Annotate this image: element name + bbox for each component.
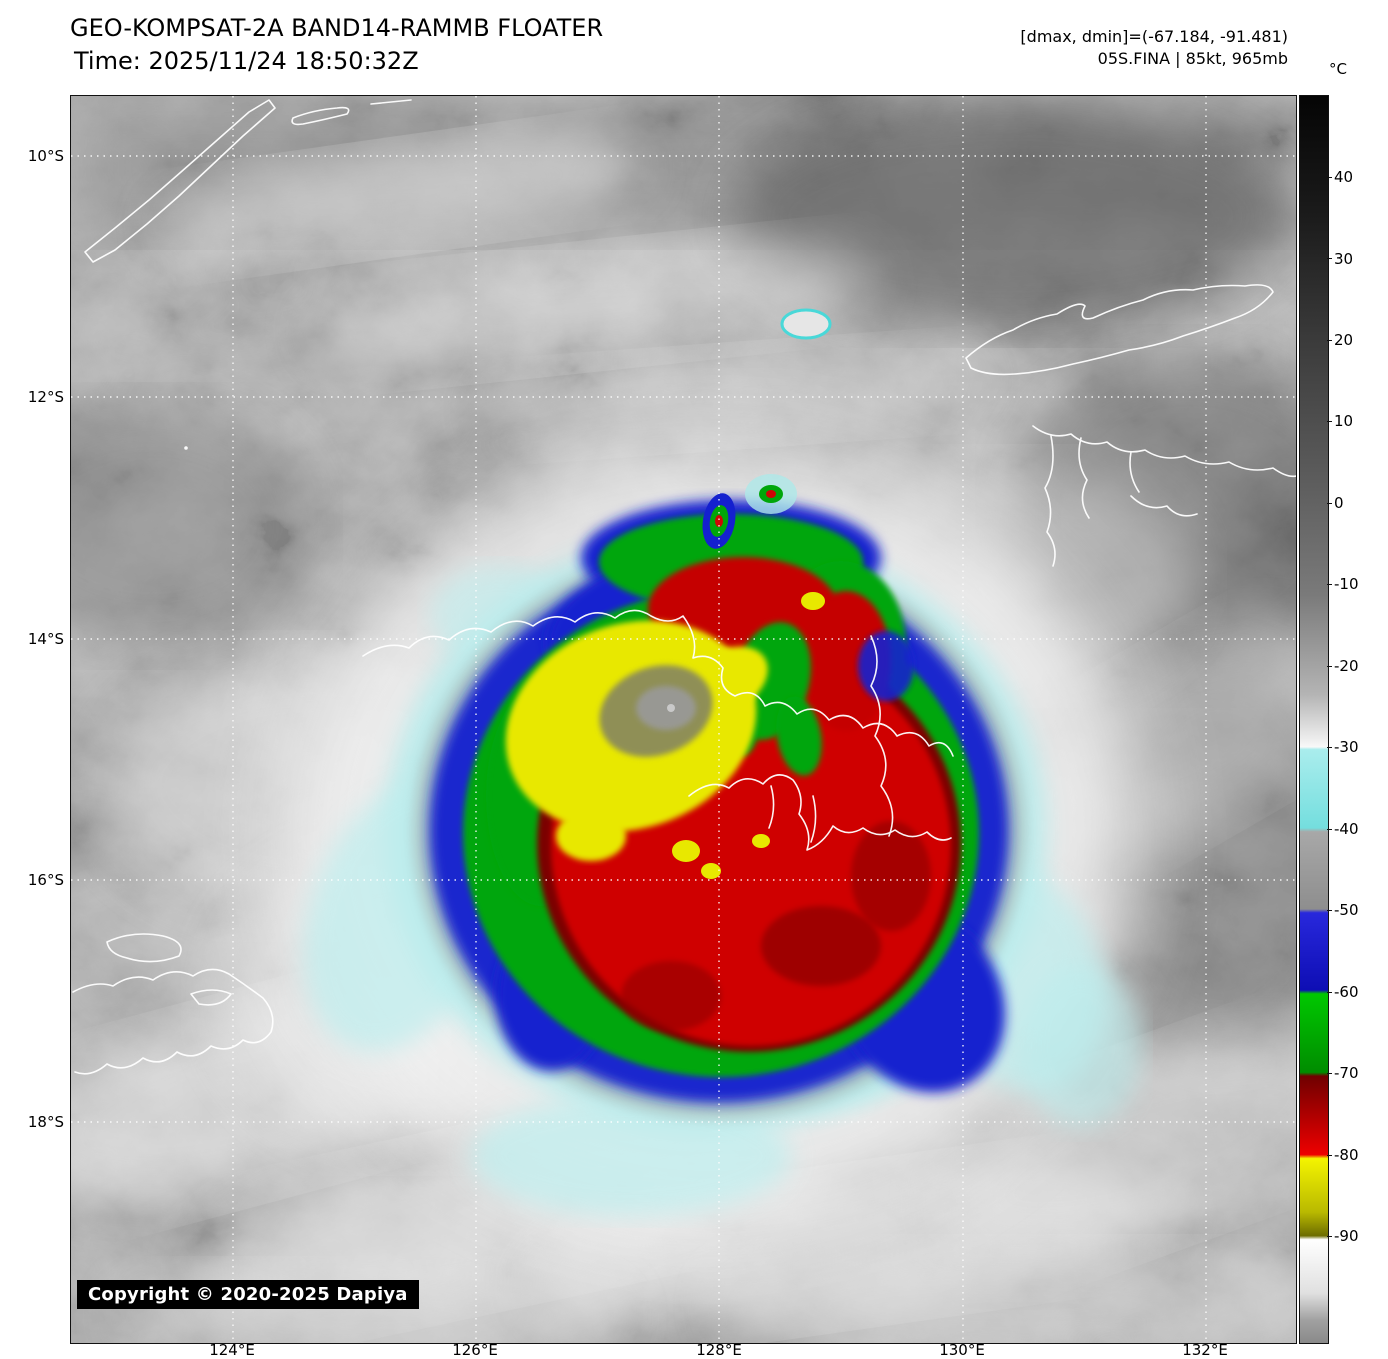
satellite-scene [71, 96, 1296, 1343]
product-title: GEO-KOMPSAT-2A BAND14-RAMMB FLOATER [70, 14, 604, 42]
coast-nt-mainland [1032, 425, 1296, 478]
colorbar-tick [1327, 340, 1332, 341]
coast-dot [184, 446, 188, 450]
colorbar-tick-label: 20 [1334, 331, 1354, 349]
coast-southwest-islands [106, 933, 232, 1006]
satellite-map: Copyright © 2020-2025 Dapiya [70, 95, 1297, 1344]
lon-label: 130°E [939, 1341, 985, 1359]
coast-kimberley-gulfs [688, 774, 952, 851]
lat-label: 10°S [27, 147, 64, 165]
coast-tiwi-islands [965, 284, 1274, 376]
colorbar-tick-label: -60 [1334, 983, 1359, 1001]
colorbar-tick-label: -30 [1334, 738, 1359, 756]
temperature-colorbar [1299, 95, 1329, 1344]
coast-kimberley-north [362, 609, 954, 757]
colorbar-tick [1327, 747, 1332, 748]
coast-cambridge-gulf [870, 635, 894, 837]
colorbar-tick-label: -40 [1334, 820, 1359, 838]
colorbar-tick [1327, 992, 1332, 993]
colorbar-tick [1327, 1155, 1332, 1156]
coast-timor [84, 99, 276, 263]
storm-info: 05S.FINA | 85kt, 965mb [1097, 49, 1288, 68]
lon-label: 128°E [696, 1341, 742, 1359]
colorbar-tick [1327, 421, 1332, 422]
colorbar-tick-label: 0 [1334, 494, 1344, 512]
colorbar-tick-label: -10 [1334, 575, 1359, 593]
lat-label: 12°S [27, 388, 64, 406]
colorbar-tick-label: 10 [1334, 412, 1354, 430]
coastlines [72, 99, 1296, 1075]
lon-label: 132°E [1182, 1341, 1228, 1359]
coast-nt-inlets [1044, 435, 1198, 567]
colorbar-tick [1327, 910, 1332, 911]
colorbar-tick-label: -70 [1334, 1064, 1359, 1082]
timestamp: Time: 2025/11/24 18:50:32Z [74, 47, 419, 75]
colorbar-tick [1327, 666, 1332, 667]
coast-southwest [72, 968, 274, 1075]
colorbar-unit-label: °C [1329, 60, 1347, 78]
colorbar-tick-label: 40 [1334, 168, 1354, 186]
colorbar-tick [1327, 1073, 1332, 1074]
colorbar-tick-label: -20 [1334, 657, 1359, 675]
colorbar-tick [1327, 1236, 1332, 1237]
lon-label: 124°E [209, 1341, 255, 1359]
lat-label: 18°S [27, 1113, 64, 1131]
readout-block: [dmax, dmin]=(-67.184, -91.481) 05S.FINA… [1020, 26, 1288, 70]
colorbar-tick [1327, 584, 1332, 585]
colorbar-tick-label: 30 [1334, 250, 1354, 268]
colorbar-tick [1327, 177, 1332, 178]
colorbar-tick [1327, 258, 1332, 259]
coast-islands-north [291, 99, 412, 126]
dmax-dmin-readout: [dmax, dmin]=(-67.184, -91.481) [1020, 27, 1288, 46]
cyclone-olive-center [599, 665, 713, 757]
colorbar-tick [1327, 503, 1332, 504]
colorbar-tick [1327, 829, 1332, 830]
lon-label: 126°E [452, 1341, 498, 1359]
lat-label: 14°S [27, 630, 64, 648]
colorbar-tick-label: -80 [1334, 1146, 1359, 1164]
copyright-badge: Copyright © 2020-2025 Dapiya [77, 1280, 419, 1309]
colorbar-tick-label: -50 [1334, 901, 1359, 919]
lat-label: 16°S [27, 871, 64, 889]
graticule [71, 96, 1296, 1343]
isolated-cells [702, 308, 832, 549]
colorbar-tick-label: -90 [1334, 1227, 1359, 1245]
